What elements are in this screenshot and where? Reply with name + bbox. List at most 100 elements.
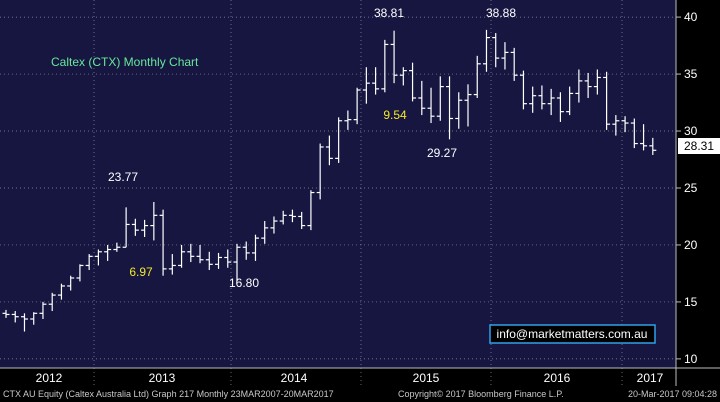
- ohlc-bar: [2, 309, 10, 318]
- ohlc-bar: [372, 67, 380, 95]
- ohlc-bar: [455, 92, 463, 129]
- ohlc-bar: [427, 87, 435, 124]
- footer-copyright: Copyright© 2017 Bloomberg Finance L.P.: [398, 389, 564, 399]
- watermark-border: [489, 324, 656, 344]
- ohlc-bar: [603, 71, 611, 130]
- ohlc-bar: [473, 55, 481, 98]
- x-axis-labels: 2012 2013 2014 2015 2016 2017: [36, 371, 664, 385]
- y-tick-label: 30: [684, 124, 698, 138]
- annotations: 23.77 6.97 16.80 38.81 9.54 29.27 38.88: [108, 6, 516, 290]
- ohlc-bar: [76, 264, 84, 282]
- annotation-label: 29.27: [427, 146, 457, 160]
- x-year-label: 2013: [149, 371, 176, 385]
- x-year-label: 2017: [637, 371, 664, 385]
- y-tick-label: 35: [684, 67, 698, 81]
- ohlc-bar: [122, 207, 130, 248]
- ohlc-bar: [621, 116, 629, 133]
- ohlc-bar: [575, 69, 583, 103]
- grid-lines: [0, 0, 676, 386]
- y-tick-label: 10: [684, 352, 698, 366]
- ohlc-bar: [11, 311, 19, 323]
- ohlc-bar: [178, 244, 186, 268]
- ohlc-bar: [446, 76, 454, 140]
- watermark-text: info@marketmatters.com.au: [497, 327, 648, 341]
- ohlc-bar: [593, 69, 601, 95]
- footer-left: CTX AU Equity (Caltex Australia Ltd) Gra…: [3, 389, 334, 399]
- annotation-label: 9.54: [383, 108, 407, 122]
- ohlc-bar: [48, 292, 56, 312]
- last-price-label: 28.31: [684, 139, 714, 153]
- ohlc-bar: [67, 275, 75, 291]
- ohlc-bar: [510, 47, 518, 81]
- ohlc-bar: [20, 313, 28, 332]
- y-tick-label: 40: [684, 10, 698, 24]
- ohlc-bar: [501, 42, 509, 70]
- ohlc-bar: [205, 251, 213, 271]
- ohlc-bar: [344, 110, 352, 130]
- ohlc-bar: [381, 39, 389, 93]
- ohlc-bar: [566, 86, 574, 116]
- last-price-tag: 28.31: [678, 138, 720, 154]
- ohlc-bar: [418, 80, 426, 116]
- ohlc-bar: [131, 218, 139, 236]
- ohlc-bar: [612, 115, 620, 136]
- ohlc-bar: [288, 209, 296, 223]
- ohlc-bar: [335, 117, 343, 163]
- x-year-label: 2015: [413, 371, 440, 385]
- ohlc-bar: [39, 301, 47, 320]
- ohlc-bar: [224, 249, 232, 268]
- last-price-box: [678, 138, 720, 154]
- ohlc-bar: [94, 249, 102, 266]
- annotation-label: 38.81: [374, 6, 404, 20]
- ohlc-bar: [298, 211, 306, 230]
- ohlc-bar: [640, 124, 648, 151]
- ohlc-bar: [519, 70, 527, 110]
- ohlc-bar: [196, 244, 204, 264]
- ohlc-bar: [270, 216, 278, 234]
- ohlc-bar: [113, 242, 121, 252]
- plot-background: [0, 0, 676, 368]
- ohlc-bar: [168, 254, 176, 275]
- x-year-label: 2012: [36, 371, 63, 385]
- ohlc-bar: [30, 312, 38, 325]
- ohlc-bar: [436, 76, 444, 121]
- watermark-box[interactable]: info@marketmatters.com.au: [489, 324, 656, 344]
- ohlc-bar: [279, 210, 287, 225]
- ohlc-bar: [233, 243, 241, 282]
- y-tick-label: 25: [684, 181, 698, 195]
- ohlc-bar: [307, 190, 315, 231]
- ohlc-bar: [215, 252, 223, 269]
- ohlc-bar: [399, 67, 407, 86]
- ohlc-bar: [57, 283, 65, 300]
- ohlc-bar: [159, 209, 167, 276]
- x-year-label: 2016: [544, 371, 571, 385]
- ohlc-bar: [187, 243, 195, 263]
- ohlc-bar: [353, 87, 361, 125]
- annotation-label: 38.88: [486, 6, 516, 20]
- ohlc-bar: [85, 254, 93, 271]
- price-bars: [2, 29, 657, 332]
- ohlc-bar: [584, 72, 592, 98]
- ohlc-bar: [482, 29, 490, 72]
- ohlc-bar: [325, 135, 333, 166]
- ohlc-bar: [547, 88, 555, 116]
- y-tick-label: 15: [684, 295, 698, 309]
- ohlc-bar: [390, 30, 398, 84]
- ohlc-bar: [649, 137, 657, 155]
- ohlc-bar: [150, 202, 158, 241]
- ohlc-bar: [261, 221, 269, 244]
- ohlc-bar: [316, 143, 324, 200]
- ohlc-bar: [538, 85, 546, 110]
- ohlc-bar: [529, 86, 537, 113]
- ohlc-bar: [362, 67, 370, 104]
- ohlc-bar: [242, 241, 250, 260]
- footer-date: 20-Mar-2017 09:04:28: [627, 389, 717, 399]
- footer-bar: CTX AU Equity (Caltex Australia Ltd) Gra…: [0, 386, 720, 402]
- ohlc-bar: [104, 244, 112, 261]
- ohlc-bar: [492, 33, 500, 68]
- ohlc-bar: [141, 219, 149, 237]
- annotation-label: 23.77: [108, 170, 138, 184]
- chart-title: Caltex (CTX) Monthly Chart: [51, 55, 199, 69]
- y-tick-label: 20: [684, 238, 698, 252]
